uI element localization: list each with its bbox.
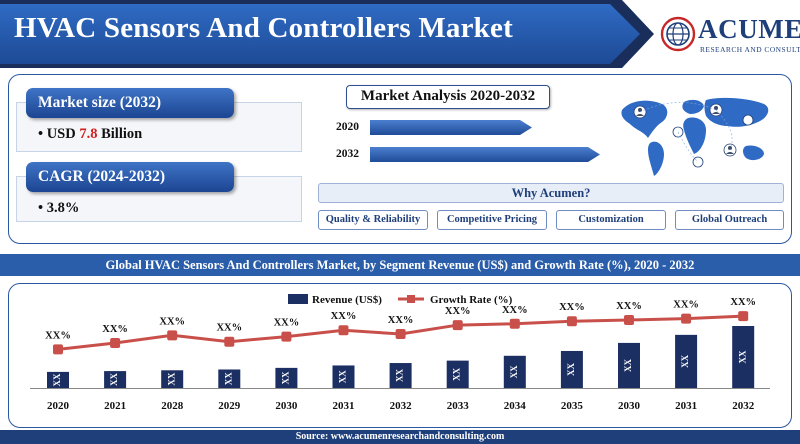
bar-revenue-2 (161, 370, 184, 388)
growth-data-label: XX% (559, 302, 585, 313)
legend-label-growth: Growth Rate (%) (430, 294, 513, 306)
growth-data-label: XX% (616, 301, 642, 312)
growth-data-label: XX% (159, 316, 185, 327)
x-tick-label: 2030 (618, 400, 641, 412)
growth-rate-marker-6 (395, 329, 406, 340)
bar-data-label: XX (680, 354, 690, 367)
chart-section-title: Global HVAC Sensors And Controllers Mark… (0, 254, 800, 276)
market-analysis-arrow-2020 (370, 120, 532, 135)
bar-revenue-3 (218, 369, 241, 388)
bar-data-label: XX (166, 372, 176, 385)
bar-revenue-12 (732, 326, 755, 388)
growth-rate-marker-8 (509, 318, 520, 329)
cagr-number: 3.8% (46, 200, 80, 216)
growth-rate-marker-5 (338, 325, 349, 336)
growth-rate-marker-9 (566, 316, 577, 327)
bar-revenue-0 (47, 371, 69, 388)
bar-data-label: XX (509, 365, 519, 378)
growth-rate-marker-0 (53, 344, 63, 355)
growth-data-label: XX% (331, 311, 357, 322)
chart-panel (8, 283, 792, 428)
bar-revenue-9 (560, 350, 583, 388)
market-size-value: • USD 7.8 Billion (38, 126, 143, 142)
bar-data-label: XX (52, 373, 62, 386)
x-tick-label: 2032 (732, 400, 755, 412)
bar-revenue-8 (503, 355, 526, 388)
x-tick-label: 2033 (447, 400, 470, 412)
x-tick-label: 2028 (161, 400, 184, 412)
market-size-prefix: USD (46, 126, 80, 142)
x-tick-label: 2030 (275, 400, 298, 412)
logo-tagline: RESEARCH AND CONSULTING (700, 45, 800, 54)
growth-data-label: XX% (673, 300, 699, 311)
source-footer: Source: www.acumenresearchandconsulting.… (0, 430, 800, 444)
growth-rate-marker-2 (167, 330, 178, 341)
market-analysis-year-start: 2020 (336, 121, 359, 133)
growth-rate-marker-10 (624, 314, 634, 325)
growth-data-label: XX% (445, 306, 471, 317)
bar-data-label: XX (395, 369, 405, 382)
x-tick-label: 2034 (504, 400, 527, 412)
legend-label-revenue: Revenue (US$) (312, 294, 382, 306)
bar-revenue-4 (275, 367, 298, 388)
x-tick-label: 2032 (390, 400, 413, 412)
x-tick-label: 2020 (47, 400, 70, 412)
bar-revenue-6 (389, 363, 412, 388)
why-item-outreach: Global Outreach (675, 210, 784, 230)
bar-revenue-1 (104, 371, 127, 388)
growth-rate-marker-12 (738, 311, 749, 322)
growth-data-label: XX% (102, 324, 128, 335)
bar-data-label: XX (452, 367, 462, 380)
growth-rate-marker-11 (681, 313, 692, 324)
legend-marker-growth (407, 295, 415, 303)
growth-data-label: XX% (502, 305, 528, 316)
why-item-quality: Quality & Reliability (318, 210, 428, 230)
bar-revenue-10 (618, 342, 640, 388)
growth-rate-marker-3 (224, 336, 235, 347)
x-tick-label: 2029 (218, 400, 241, 412)
growth-rate-marker-7 (452, 320, 463, 331)
bar-data-label: XX (737, 350, 747, 363)
world-map-illustration (621, 97, 769, 176)
bar-data-label: XX (623, 358, 633, 371)
page-title: HVAC Sensors And Controllers Market (14, 12, 513, 44)
x-tick-label: 2031 (675, 400, 697, 412)
why-acumen-header: Why Acumen? (318, 183, 784, 203)
bar-data-label: XX (338, 370, 348, 383)
growth-data-label: XX% (274, 318, 300, 329)
bar-revenue-7 (446, 360, 469, 388)
legend-swatch-revenue (288, 294, 308, 304)
why-item-customization: Customization (556, 210, 666, 230)
revenue-growth-chart: Revenue (US$) Growth Rate (%) XX XX XX XX XX XX… (30, 294, 770, 412)
growth-data-label: XX% (388, 315, 414, 326)
x-tick-label: 2021 (104, 400, 126, 412)
growth-data-label: XX% (216, 323, 242, 334)
growth-rate-marker-1 (110, 338, 121, 348)
bar-revenue-5 (332, 365, 355, 388)
cagr-label: CAGR (2024-2032) (26, 162, 234, 192)
growth-data-label: XX% (45, 330, 71, 341)
bar-revenue-11 (675, 334, 698, 388)
growth-rate-marker-4 (281, 331, 292, 342)
acumen-logo-icon (660, 16, 696, 52)
bar-data-label: XX (566, 362, 576, 375)
logo-name: ACUMEN (698, 14, 800, 44)
cagr-value: • 3.8% (38, 200, 80, 216)
bar-data-label: XX (109, 373, 119, 386)
market-size-label: Market size (2032) (26, 88, 234, 118)
market-analysis-arrow-2032 (370, 147, 600, 162)
bar-data-label: XX (223, 372, 233, 385)
growth-data-label: XX% (730, 297, 756, 308)
title-banner (0, 0, 654, 68)
market-size-number: 7.8 (79, 126, 98, 142)
market-size-suffix: Billion (97, 126, 143, 142)
market-analysis-year-end: 2032 (336, 148, 359, 160)
market-analysis-title: Market Analysis 2020-2032 (346, 85, 550, 109)
why-item-pricing: Competitive Pricing (437, 210, 547, 230)
bar-data-label: XX (280, 371, 290, 384)
x-tick-label: 2035 (561, 400, 584, 412)
x-tick-label: 2031 (333, 400, 355, 412)
